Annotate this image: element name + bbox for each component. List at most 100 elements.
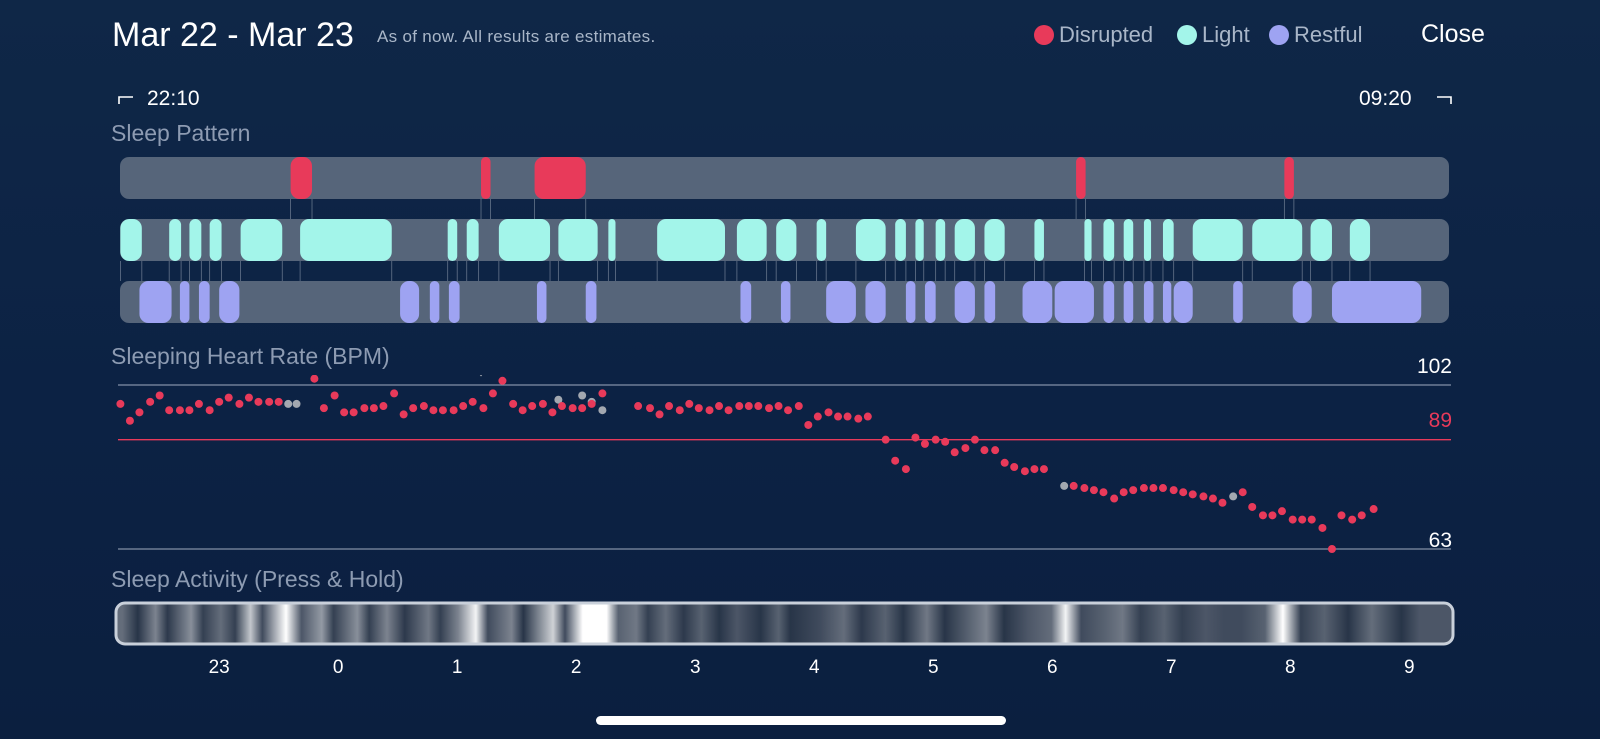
hr-point: [146, 397, 155, 406]
time-axis: 23 0 1 2 3 4 5 6 7 8 9: [0, 657, 1600, 681]
hr-point: [479, 404, 488, 413]
hr-point: [379, 402, 388, 411]
time-axis-tick: 8: [1285, 657, 1296, 678]
hr-point: [881, 435, 890, 444]
hr-point: [409, 404, 418, 413]
hr-point: [685, 399, 694, 408]
legend-restful: Restful: [1269, 22, 1362, 48]
hr-point: [931, 435, 940, 444]
restful-segment: [1103, 281, 1115, 323]
light-segment: [608, 219, 616, 261]
hr-point: [1337, 511, 1346, 520]
heart-rate-chart[interactable]: [0, 375, 1600, 565]
sleep-activity-strip[interactable]: [114, 601, 1455, 646]
hr-point: [970, 435, 979, 444]
light-segment: [447, 219, 458, 261]
light-segment: [466, 219, 479, 261]
hr-point: [863, 412, 872, 421]
hr-point: [1238, 488, 1247, 497]
hr-point: [784, 406, 793, 415]
hr-point: [468, 397, 477, 406]
hr-point: [901, 465, 910, 474]
hr-point: [194, 399, 203, 408]
hr-point: [1348, 515, 1357, 524]
time-axis-tick: 2: [570, 657, 582, 678]
hr-point: [349, 408, 358, 417]
disrupted-segment: [290, 157, 313, 199]
hr-point: [1179, 488, 1188, 497]
restful-segment: [780, 281, 791, 323]
disrupted-segment: [534, 157, 586, 199]
hr-point: [724, 406, 733, 415]
light-segment: [816, 219, 827, 261]
restful-segment: [826, 281, 856, 323]
hr-point: [1030, 465, 1039, 474]
light-segment: [209, 219, 222, 261]
restful-segment: [400, 281, 420, 323]
disrupted-segment: [1284, 157, 1294, 199]
hr-point: [1099, 488, 1108, 497]
hr-point: [419, 402, 428, 411]
light-segment: [984, 219, 1005, 261]
legend-light-label: Light: [1202, 22, 1250, 47]
time-axis-tick: 3: [689, 657, 701, 678]
light-dot-icon: [1177, 25, 1197, 45]
restful-segment: [179, 281, 190, 323]
hr-point: [1089, 486, 1098, 495]
hr-point: [634, 402, 643, 411]
hr-point: [175, 406, 184, 415]
light-segment: [189, 219, 202, 261]
home-indicator[interactable]: [596, 716, 1006, 725]
hr-point: [557, 402, 566, 411]
hr-point: [1080, 484, 1089, 493]
page-title: Mar 22 - Mar 23: [112, 16, 354, 54]
light-segment: [1034, 219, 1044, 261]
restful-segment: [1331, 281, 1422, 323]
hr-point: [655, 410, 664, 419]
hr-point: [794, 402, 803, 411]
legend-light: Light: [1177, 22, 1250, 48]
sleep-pattern-chart[interactable]: [0, 150, 1600, 330]
hr-point: [459, 402, 468, 411]
restful-segment: [1022, 281, 1053, 323]
disrupted-segment: [481, 157, 491, 199]
hr-point: [1288, 515, 1297, 524]
light-segment: [1349, 219, 1371, 261]
hr-point: [340, 408, 349, 417]
close-button[interactable]: Close: [1421, 20, 1485, 48]
heart-rate-title: Sleeping Heart Rate (BPM): [111, 343, 390, 369]
hr-point: [715, 402, 724, 411]
hr-point: [598, 389, 607, 398]
hr-point: [390, 389, 399, 398]
activity-bar[interactable]: [114, 601, 1455, 646]
hr-point: [646, 404, 655, 413]
hr-point: [449, 406, 458, 415]
time-axis-tick: 4: [808, 657, 820, 678]
range-start-bracket-icon: [118, 96, 133, 104]
restful-segment: [865, 281, 886, 323]
time-axis-tick: 9: [1404, 657, 1415, 678]
time-axis-tick: 5: [927, 657, 939, 678]
hr-point: [911, 433, 920, 442]
hr-point: [360, 404, 369, 413]
hr-point: [1307, 515, 1316, 524]
restful-segment: [1143, 281, 1154, 323]
hr-point: [587, 399, 596, 408]
light-segment: [1084, 219, 1092, 261]
hr-point: [548, 408, 557, 417]
hr-point: [1129, 486, 1138, 495]
restful-segment: [1173, 281, 1193, 323]
restful-segment: [905, 281, 916, 323]
hr-point: [1020, 467, 1029, 476]
light-segment: [915, 219, 924, 261]
hr-point: [1169, 486, 1178, 495]
hr-point: [891, 456, 900, 465]
hr-point: [961, 444, 970, 453]
legend-disrupted-label: Disrupted: [1059, 22, 1154, 47]
range-start-time: 22:10: [147, 87, 200, 110]
hr-avg-label: 89: [1428, 409, 1452, 432]
hr-point: [330, 391, 339, 400]
hr-point: [675, 406, 684, 415]
hr-point: [1039, 465, 1048, 474]
hr-point: [319, 404, 328, 413]
